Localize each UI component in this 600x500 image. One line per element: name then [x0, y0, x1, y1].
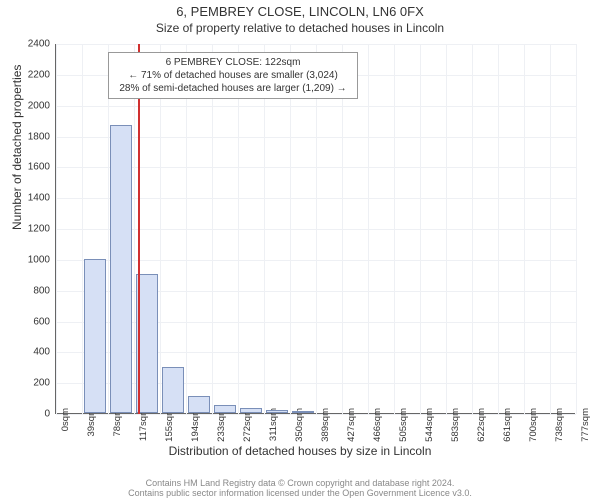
x-tick-label: 661sqm [502, 408, 513, 442]
annotation-line-3: 28% of semi-detached houses are larger (… [115, 82, 351, 95]
gridline-v [108, 44, 109, 414]
gridline-v [498, 44, 499, 414]
x-tick-label: 583sqm [450, 408, 461, 442]
gridline-v [264, 44, 265, 414]
chart-area: 0200400600800100012001400160018002000220… [55, 44, 575, 414]
histogram-bar [266, 410, 288, 413]
histogram-bar [162, 367, 184, 413]
x-tick-label: 544sqm [424, 408, 435, 442]
gridline-v [160, 44, 161, 414]
title-line-1: 6, PEMBREY CLOSE, LINCOLN, LN6 0FX [0, 0, 600, 19]
x-tick-label: 389sqm [320, 408, 331, 442]
title-line-2: Size of property relative to detached ho… [0, 19, 600, 39]
gridline-v [394, 44, 395, 414]
gridline-v [56, 44, 57, 414]
y-tick-label: 1600 [16, 162, 50, 173]
histogram-bar [214, 405, 236, 413]
histogram-bar [292, 411, 314, 413]
x-tick-label: 777sqm [580, 408, 591, 442]
x-tick-label: 155sqm [164, 408, 175, 442]
y-tick-label: 200 [16, 378, 50, 389]
annotation-box: 6 PEMBREY CLOSE: 122sqm← 71% of detached… [108, 52, 358, 99]
x-tick-label: 233sqm [216, 408, 227, 442]
gridline-v [576, 44, 577, 414]
y-tick-label: 0 [16, 409, 50, 420]
gridline-v [524, 44, 525, 414]
gridline-v [134, 44, 135, 414]
gridline-h [56, 414, 576, 415]
histogram-bar [188, 396, 210, 413]
plot-region: 0200400600800100012001400160018002000220… [55, 44, 575, 414]
x-tick-label: 738sqm [554, 408, 565, 442]
x-tick-label: 466sqm [372, 408, 383, 442]
footer-line-1: Contains HM Land Registry data © Crown c… [0, 478, 600, 488]
y-tick-label: 400 [16, 347, 50, 358]
x-tick-label: 350sqm [294, 408, 305, 442]
x-tick-label: 622sqm [476, 408, 487, 442]
gridline-v [82, 44, 83, 414]
gridline-v [368, 44, 369, 414]
x-tick-label: 194sqm [190, 408, 201, 442]
annotation-line-1: 6 PEMBREY CLOSE: 122sqm [115, 56, 351, 69]
y-tick-label: 2200 [16, 69, 50, 80]
histogram-bar [84, 259, 106, 413]
footer-line-2: Contains public sector information licen… [0, 488, 600, 498]
x-tick-label: 427sqm [346, 408, 357, 442]
x-tick-label: 505sqm [398, 408, 409, 442]
y-tick-label: 600 [16, 316, 50, 327]
histogram-bar [110, 125, 132, 413]
x-tick-label: 272sqm [242, 408, 253, 442]
gridline-v [212, 44, 213, 414]
x-tick-label: 0sqm [60, 408, 71, 431]
y-tick-label: 2000 [16, 100, 50, 111]
y-tick-label: 1800 [16, 131, 50, 142]
gridline-v [290, 44, 291, 414]
gridline-v [446, 44, 447, 414]
gridline-v [472, 44, 473, 414]
y-axis-label: Number of detached properties [10, 65, 24, 230]
y-tick-label: 800 [16, 285, 50, 296]
histogram-bar [240, 408, 262, 413]
footer-attribution: Contains HM Land Registry data © Crown c… [0, 478, 600, 498]
gridline-v [420, 44, 421, 414]
gridline-v [186, 44, 187, 414]
annotation-line-2: ← 71% of detached houses are smaller (3,… [115, 69, 351, 82]
y-tick-label: 1000 [16, 254, 50, 265]
property-marker-line [138, 44, 140, 414]
gridline-v [316, 44, 317, 414]
gridline-v [342, 44, 343, 414]
y-tick-label: 1400 [16, 193, 50, 204]
gridline-v [238, 44, 239, 414]
x-tick-label: 700sqm [528, 408, 539, 442]
x-axis-label: Distribution of detached houses by size … [0, 444, 600, 458]
gridline-v [550, 44, 551, 414]
y-tick-label: 1200 [16, 224, 50, 235]
y-tick-label: 2400 [16, 39, 50, 50]
